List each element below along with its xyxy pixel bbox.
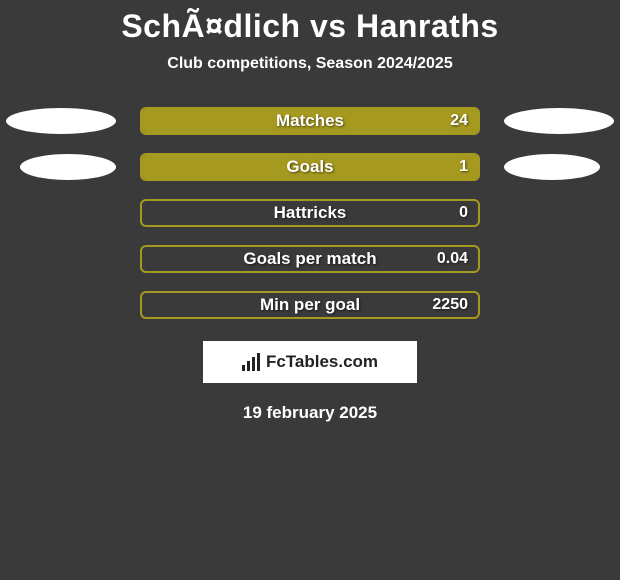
stat-bar: Matches24 xyxy=(140,107,480,135)
left-ellipse xyxy=(6,108,116,134)
stat-bar: Goals per match0.04 xyxy=(140,245,480,273)
stat-label: Min per goal xyxy=(142,293,478,317)
stat-row: Hattricks0 xyxy=(0,199,620,227)
stat-label: Matches xyxy=(142,109,478,133)
stat-value: 1 xyxy=(459,155,468,179)
stat-row: Min per goal2250 xyxy=(0,291,620,319)
stat-row: Matches24 xyxy=(0,107,620,135)
stat-value: 0.04 xyxy=(437,247,468,271)
chart-bars-icon xyxy=(242,353,260,371)
right-ellipse xyxy=(504,108,614,134)
right-ellipse xyxy=(504,154,600,180)
stat-value: 24 xyxy=(450,109,468,133)
stat-row: Goals1 xyxy=(0,153,620,181)
stat-value: 2250 xyxy=(432,293,468,317)
brand-text: FcTables.com xyxy=(266,352,378,372)
stat-label: Goals per match xyxy=(142,247,478,271)
brand-box: FcTables.com xyxy=(203,341,417,383)
subheader: Club competitions, Season 2024/2025 xyxy=(167,55,452,73)
stat-row: Goals per match0.04 xyxy=(0,245,620,273)
stat-bar: Goals1 xyxy=(140,153,480,181)
stat-bar: Min per goal2250 xyxy=(140,291,480,319)
stat-bar: Hattricks0 xyxy=(140,199,480,227)
left-ellipse xyxy=(20,154,116,180)
stat-rows: Matches24 Goals1 Hattricks0 Goals per match… xyxy=(0,107,620,337)
stat-label: Goals xyxy=(142,155,478,179)
comparison-infographic: SchÃ¤dlich vs Hanraths Club competitions… xyxy=(0,0,620,423)
stat-value: 0 xyxy=(459,201,468,225)
stat-label: Hattricks xyxy=(142,201,478,225)
date-text: 19 february 2025 xyxy=(243,403,377,423)
page-title: SchÃ¤dlich vs Hanraths xyxy=(121,8,498,45)
